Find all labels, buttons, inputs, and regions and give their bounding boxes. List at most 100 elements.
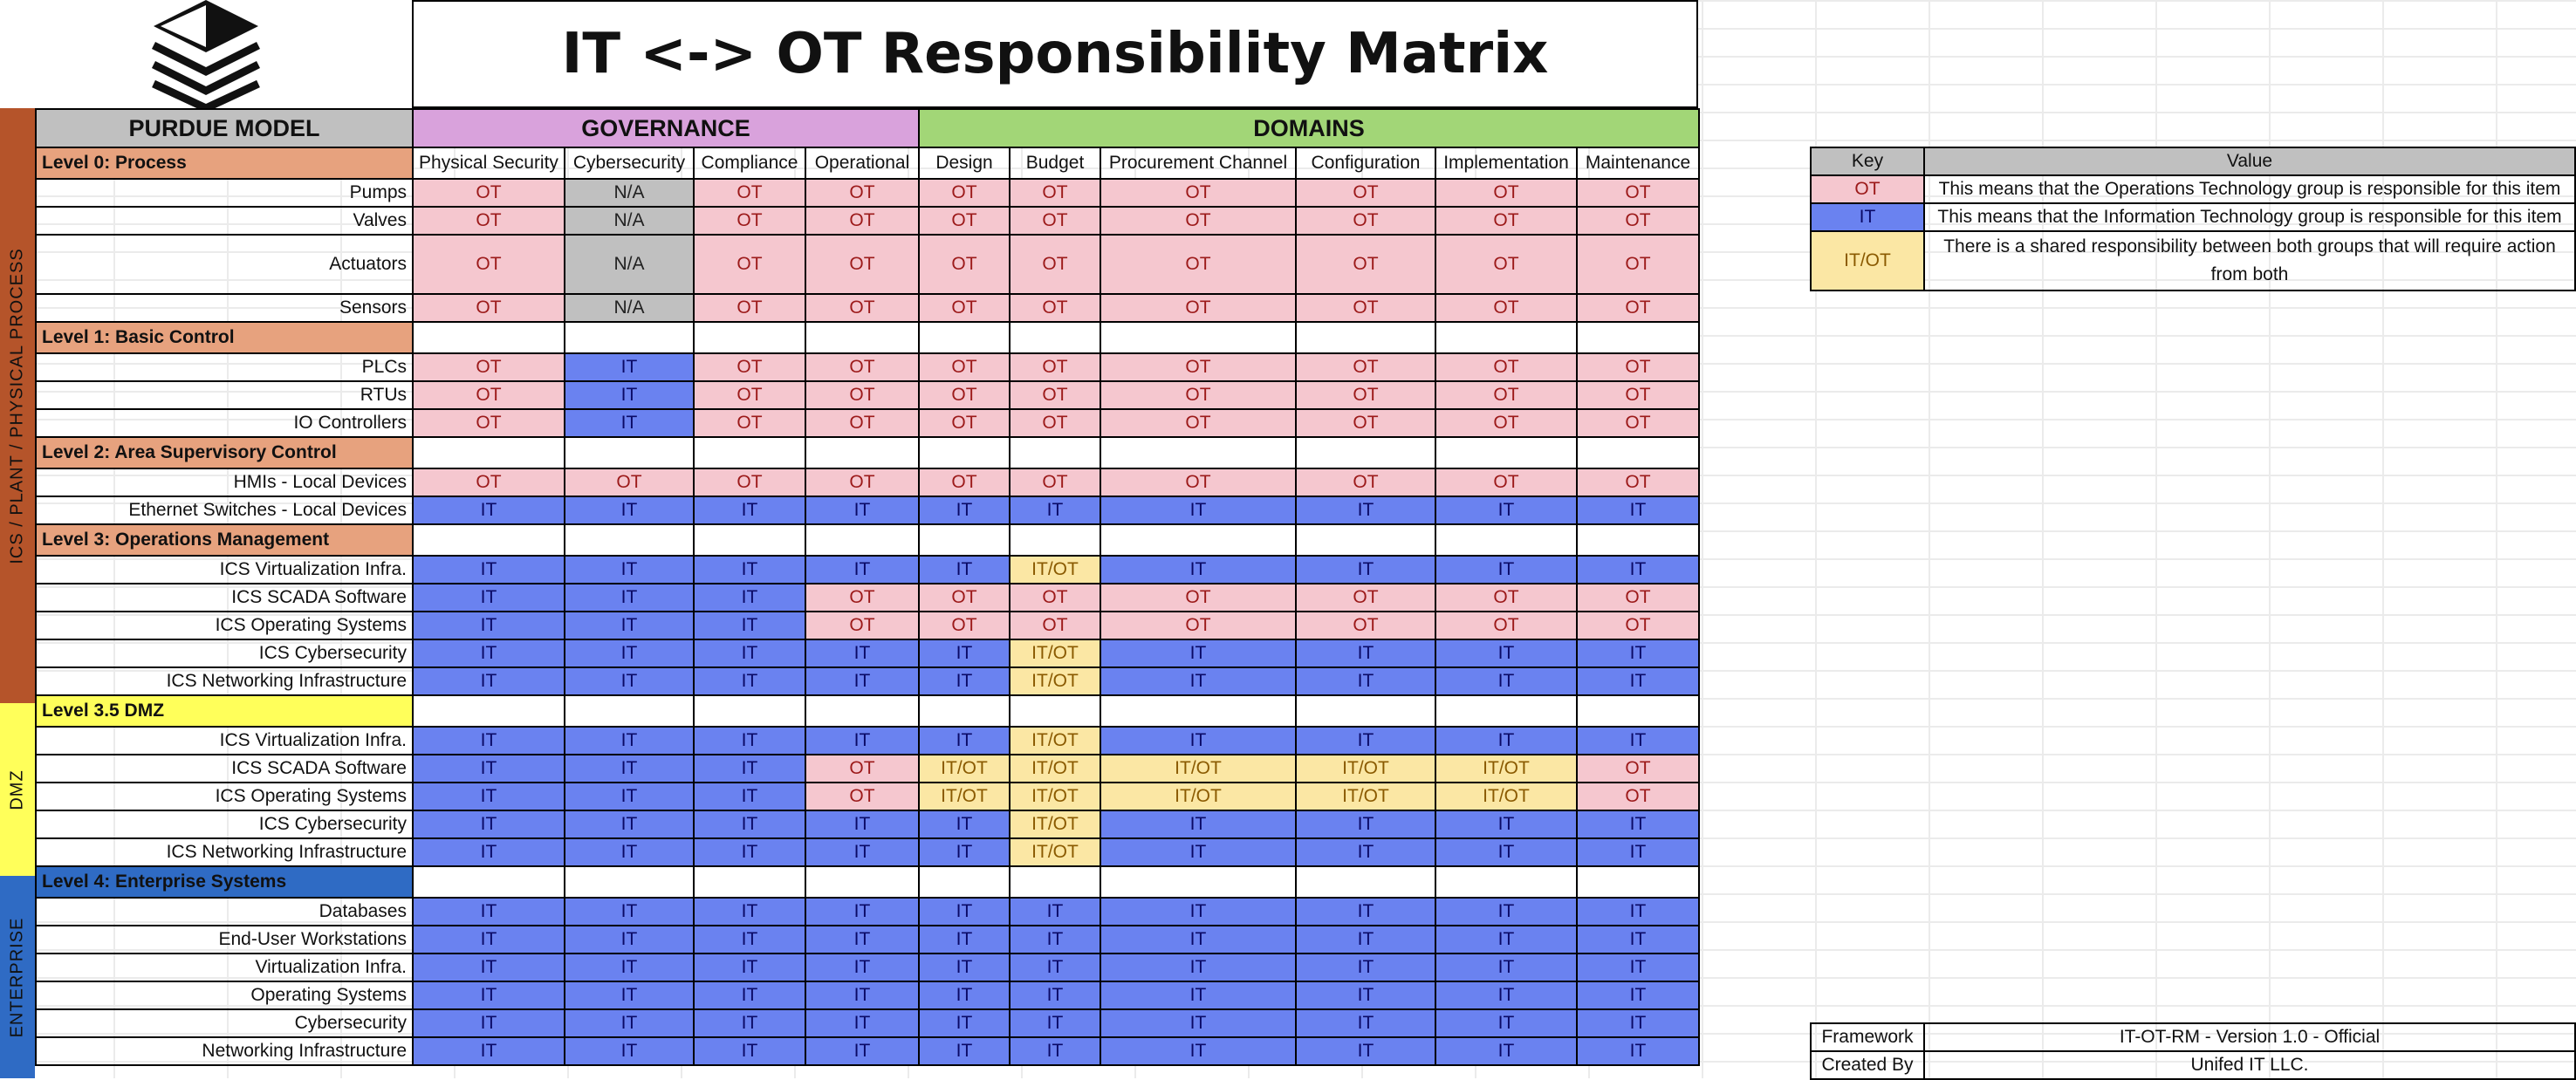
blank-cell[interactable] <box>412 436 565 469</box>
responsibility-cell[interactable]: IT <box>564 639 695 668</box>
blank-cell[interactable] <box>805 436 920 469</box>
responsibility-cell[interactable]: IT <box>564 666 695 696</box>
blank-cell[interactable] <box>693 436 806 469</box>
responsibility-cell[interactable]: OT <box>1576 782 1700 811</box>
responsibility-cell[interactable]: IT <box>564 897 695 926</box>
responsibility-cell[interactable]: OT <box>1100 293 1297 323</box>
responsibility-cell[interactable]: IT <box>1009 1036 1101 1066</box>
responsibility-cell[interactable]: IT <box>1435 953 1578 982</box>
responsibility-cell[interactable]: OT <box>1576 611 1700 640</box>
responsibility-cell[interactable]: IT <box>805 925 920 954</box>
responsibility-cell[interactable]: IT/OT <box>1009 754 1101 783</box>
responsibility-cell[interactable]: IT <box>1576 925 1700 954</box>
responsibility-cell[interactable]: IT <box>1295 555 1436 584</box>
responsibility-cell[interactable]: OT <box>1295 234 1436 295</box>
responsibility-cell[interactable]: IT/OT <box>1295 782 1436 811</box>
blank-cell[interactable] <box>1009 694 1101 728</box>
asset-label[interactable]: Networking Infrastructure <box>35 1036 414 1066</box>
responsibility-cell[interactable]: OT <box>1009 178 1101 208</box>
responsibility-cell[interactable]: IT/OT <box>1435 754 1578 783</box>
responsibility-cell[interactable]: IT <box>918 981 1011 1010</box>
blank-cell[interactable] <box>693 321 806 354</box>
responsibility-cell[interactable]: IT <box>1295 981 1436 1010</box>
responsibility-cell[interactable]: IT <box>1295 810 1436 839</box>
blank-cell[interactable] <box>1435 321 1578 354</box>
blank-cell[interactable] <box>564 694 695 728</box>
responsibility-cell[interactable]: OT <box>1009 468 1101 497</box>
blank-cell[interactable] <box>693 865 806 899</box>
blank-cell[interactable] <box>918 694 1011 728</box>
responsibility-cell[interactable]: OT <box>1100 352 1297 382</box>
responsibility-cell[interactable]: OT <box>1009 583 1101 612</box>
asset-label[interactable]: ICS Virtualization Infra. <box>35 555 414 584</box>
responsibility-cell[interactable]: OT <box>805 782 920 811</box>
responsibility-cell[interactable]: IT/OT <box>918 782 1011 811</box>
responsibility-cell[interactable]: IT <box>412 837 565 867</box>
responsibility-cell[interactable]: IT/OT <box>1009 837 1101 867</box>
responsibility-cell[interactable]: IT/OT <box>1100 782 1297 811</box>
responsibility-cell[interactable]: IT/OT <box>1009 666 1101 696</box>
responsibility-cell[interactable]: OT <box>805 468 920 497</box>
responsibility-cell[interactable]: IT <box>412 754 565 783</box>
asset-label[interactable]: Cybersecurity <box>35 1008 414 1038</box>
responsibility-cell[interactable]: IT <box>1100 1008 1297 1038</box>
responsibility-cell[interactable]: IT <box>1435 496 1578 525</box>
responsibility-cell[interactable]: OT <box>1100 611 1297 640</box>
responsibility-cell[interactable]: OT <box>1435 583 1578 612</box>
responsibility-cell[interactable]: OT <box>1576 293 1700 323</box>
responsibility-cell[interactable]: IT <box>412 782 565 811</box>
responsibility-cell[interactable]: OT <box>805 352 920 382</box>
blank-cell[interactable] <box>1295 523 1436 557</box>
responsibility-cell[interactable]: IT <box>1100 837 1297 867</box>
responsibility-cell[interactable]: IT <box>805 639 920 668</box>
column-header[interactable]: Budget <box>1009 147 1101 180</box>
responsibility-cell[interactable]: IT <box>805 837 920 867</box>
responsibility-cell[interactable]: IT <box>1295 837 1436 867</box>
responsibility-cell[interactable]: OT <box>918 611 1011 640</box>
blank-cell[interactable] <box>918 321 1011 354</box>
column-header[interactable]: Design <box>918 147 1011 180</box>
responsibility-cell[interactable]: IT <box>1576 897 1700 926</box>
responsibility-cell[interactable]: IT <box>805 496 920 525</box>
blank-cell[interactable] <box>412 321 565 354</box>
responsibility-cell[interactable]: IT/OT <box>1435 782 1578 811</box>
responsibility-cell[interactable]: OT <box>918 293 1011 323</box>
responsibility-cell[interactable]: IT <box>693 611 806 640</box>
responsibility-cell[interactable]: IT <box>805 953 920 982</box>
responsibility-cell[interactable]: IT <box>1435 666 1578 696</box>
blank-cell[interactable] <box>805 321 920 354</box>
responsibility-cell[interactable]: IT <box>1576 953 1700 982</box>
responsibility-cell[interactable]: IT <box>412 666 565 696</box>
responsibility-cell[interactable]: IT <box>693 1036 806 1066</box>
responsibility-cell[interactable]: OT <box>1435 380 1578 410</box>
responsibility-cell[interactable]: OT <box>1576 754 1700 783</box>
asset-label[interactable]: Ethernet Switches - Local Devices <box>35 496 414 525</box>
responsibility-cell[interactable]: OT <box>1576 380 1700 410</box>
responsibility-cell[interactable]: IT <box>805 726 920 755</box>
blank-cell[interactable] <box>918 865 1011 899</box>
responsibility-cell[interactable]: OT <box>412 468 565 497</box>
responsibility-cell[interactable]: IT <box>918 837 1011 867</box>
responsibility-cell[interactable]: IT <box>564 583 695 612</box>
responsibility-cell[interactable]: IT <box>918 639 1011 668</box>
responsibility-cell[interactable]: OT <box>1100 408 1297 438</box>
blank-cell[interactable] <box>805 523 920 557</box>
responsibility-cell[interactable]: OT <box>1576 468 1700 497</box>
responsibility-cell[interactable]: OT <box>1100 583 1297 612</box>
responsibility-cell[interactable]: IT <box>1100 496 1297 525</box>
responsibility-cell[interactable]: IT <box>564 496 695 525</box>
responsibility-cell[interactable]: IT <box>1100 1036 1297 1066</box>
responsibility-cell[interactable]: OT <box>412 380 565 410</box>
responsibility-cell[interactable]: OT <box>412 206 565 236</box>
responsibility-cell[interactable]: OT <box>693 468 806 497</box>
responsibility-cell[interactable]: IT <box>693 782 806 811</box>
asset-label[interactable]: Databases <box>35 897 414 926</box>
responsibility-cell[interactable]: IT <box>1295 1036 1436 1066</box>
responsibility-cell[interactable]: OT <box>918 352 1011 382</box>
responsibility-cell[interactable]: OT <box>1295 380 1436 410</box>
responsibility-cell[interactable]: IT/OT <box>1009 782 1101 811</box>
blank-cell[interactable] <box>1100 436 1297 469</box>
responsibility-cell[interactable]: IT <box>1435 810 1578 839</box>
blank-cell[interactable] <box>1435 436 1578 469</box>
asset-label[interactable]: ICS Operating Systems <box>35 782 414 811</box>
